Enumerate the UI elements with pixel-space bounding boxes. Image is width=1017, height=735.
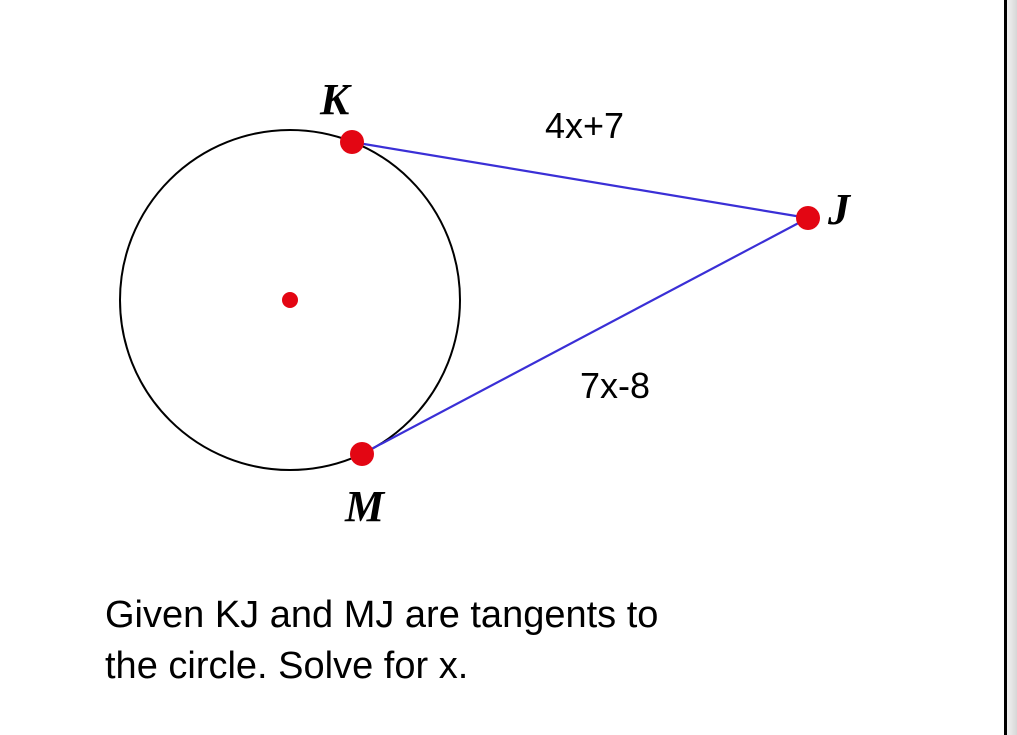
question-line-2: the circle. Solve for x. [105, 645, 468, 687]
segment-mj-label: 7x-8 [580, 368, 650, 404]
right-edge-shade [1007, 0, 1017, 735]
center-dot [282, 292, 298, 308]
right-edge [993, 0, 1017, 735]
label-m: M [345, 485, 384, 529]
segment-kj-label: 4x+7 [545, 108, 624, 144]
question-text: Given KJ and MJ are tangents to the circ… [105, 590, 658, 693]
point-m [350, 442, 374, 466]
segment-mj [362, 218, 808, 454]
question-line-1: Given KJ and MJ are tangents to [105, 594, 658, 636]
label-j: J [828, 188, 850, 232]
segment-kj [352, 142, 808, 218]
figure-container: { "canvas": { "width": 1017, "height": 7… [0, 0, 1017, 735]
label-k: K [320, 78, 349, 122]
point-j [796, 206, 820, 230]
point-k [340, 130, 364, 154]
